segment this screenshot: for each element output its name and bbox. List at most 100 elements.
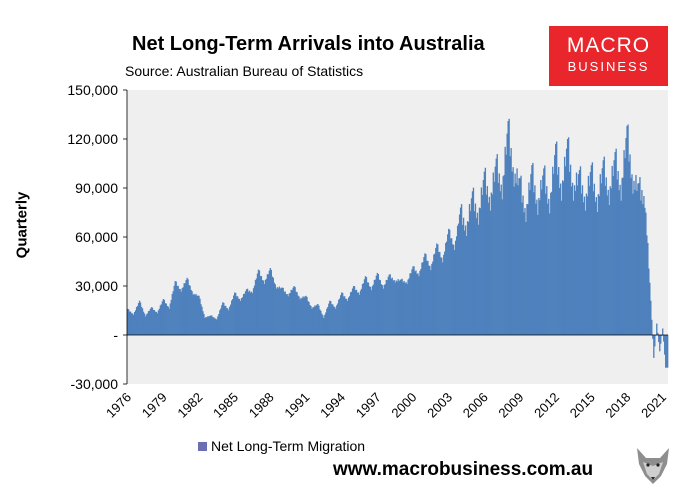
data-bar-376 (499, 191, 501, 335)
data-bar-257 (381, 285, 383, 335)
data-bar-285 (409, 273, 411, 335)
data-bar-487 (609, 186, 611, 335)
data-bar-435 (558, 167, 560, 335)
data-bar-149 (274, 284, 276, 335)
data-bar-45 (171, 293, 173, 335)
data-bar-306 (430, 270, 432, 335)
data-bar-111 (236, 296, 239, 335)
data-bar-363 (486, 186, 489, 335)
data-bar-226 (350, 291, 353, 335)
data-bar-372 (495, 158, 497, 335)
data-bar-98 (224, 305, 226, 335)
data-bar-282 (406, 284, 408, 335)
data-bar-227 (351, 288, 354, 335)
data-bar-523 (645, 212, 647, 335)
data-bar-388 (511, 171, 513, 335)
data-bar-496 (618, 190, 620, 335)
data-bar-497 (619, 184, 621, 335)
data-bar-31 (157, 310, 160, 335)
data-bar-411 (534, 185, 536, 335)
data-bar-246 (370, 290, 373, 335)
data-bar-354 (477, 224, 480, 335)
data-bar-502 (624, 158, 626, 335)
data-bar-474 (596, 212, 598, 335)
data-bar-430 (553, 173, 555, 335)
data-bar-347 (470, 198, 473, 335)
data-bar-425 (548, 198, 550, 335)
data-bar-86 (212, 317, 214, 335)
data-bar-364 (487, 202, 490, 335)
data-bar-539 (661, 335, 663, 337)
data-bar-331 (454, 240, 457, 335)
data-bar-19 (145, 314, 148, 335)
data-bar-437 (560, 183, 562, 335)
data-bar-325 (449, 229, 451, 335)
data-bar-436 (559, 187, 561, 335)
data-bar-544 (666, 335, 668, 368)
footer-url[interactable]: www.macrobusiness.com.au (333, 459, 594, 480)
data-bar-442 (564, 166, 567, 335)
data-bar-162 (287, 296, 289, 335)
data-bar-375 (498, 173, 500, 335)
data-bar-75 (201, 306, 203, 335)
data-bar-179 (304, 296, 306, 335)
data-bar-402 (525, 221, 527, 335)
data-bar-541 (663, 335, 665, 342)
data-bar-297 (421, 262, 423, 335)
data-bar-516 (638, 183, 640, 335)
legend-label: Net Long-Term Migration (211, 438, 366, 454)
data-bar-323 (447, 234, 449, 335)
data-bar-15 (141, 308, 144, 335)
data-bar-195 (320, 310, 322, 335)
data-bar-353 (476, 212, 479, 335)
data-bar-7 (133, 312, 136, 335)
data-bar-260 (384, 284, 386, 335)
data-bar-400 (523, 212, 525, 335)
data-bar-108 (234, 292, 236, 335)
data-bar-184 (309, 304, 311, 335)
data-bar-299 (423, 257, 425, 335)
data-bar-492 (614, 152, 616, 335)
data-bar-244 (368, 286, 371, 335)
data-bar-26 (152, 309, 155, 335)
data-bar-144 (269, 268, 272, 335)
data-bar-95 (221, 305, 223, 335)
x-tick-label-2021: 2021 (638, 390, 669, 421)
data-bar-217 (342, 292, 344, 335)
data-bar-486 (608, 205, 610, 335)
data-bar-187 (312, 307, 314, 335)
data-bar-190 (315, 305, 317, 335)
data-bar-465 (587, 175, 590, 335)
data-bar-167 (292, 287, 294, 335)
x-tick-label-1976: 1976 (103, 390, 134, 421)
data-bar-88 (214, 318, 216, 335)
data-bar-180 (305, 295, 307, 335)
data-bar-359 (482, 180, 485, 335)
data-bar-253 (377, 274, 380, 335)
data-bar-139 (264, 279, 267, 335)
data-bar-238 (362, 283, 365, 335)
data-bar-294 (418, 276, 420, 335)
data-bar-321 (445, 242, 447, 335)
data-bar-501 (623, 150, 625, 335)
x-tick-label-1997: 1997 (353, 390, 384, 421)
data-bar-309 (433, 254, 435, 335)
data-bar-429 (552, 166, 554, 335)
data-bar-70 (196, 295, 198, 335)
data-bar-542 (664, 335, 666, 355)
data-bar-320 (444, 251, 446, 335)
x-tick-label-1994: 1994 (317, 390, 348, 421)
data-bar-124 (249, 292, 252, 335)
data-bar-473 (595, 197, 598, 335)
data-bar-390 (513, 186, 515, 335)
data-bar-235 (359, 290, 362, 335)
data-bar-37 (163, 299, 165, 335)
data-bar-18 (144, 316, 147, 335)
data-bar-289 (413, 266, 415, 335)
data-bar-284 (408, 278, 410, 335)
y-tick-label-6: 150,000 (67, 82, 118, 98)
data-bar-268 (392, 280, 394, 335)
data-bar-240 (364, 276, 367, 335)
data-bar-176 (301, 298, 303, 335)
